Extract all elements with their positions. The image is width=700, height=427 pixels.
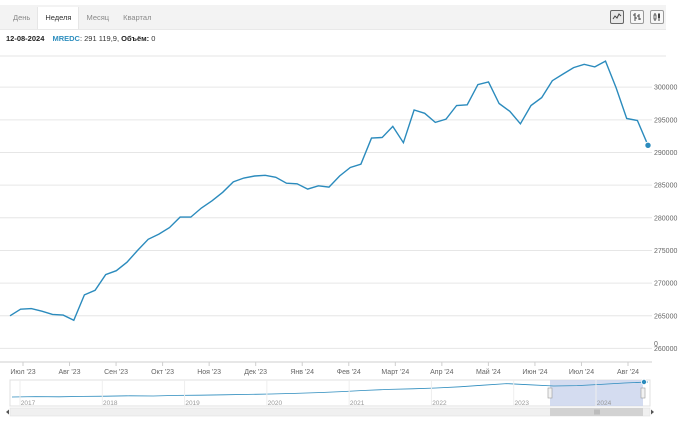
line-chart-icon[interactable]: [610, 10, 624, 24]
grid-lines: [0, 55, 666, 349]
candlestick-chart-icon[interactable]: [650, 10, 664, 24]
info-line: 12-08-2024 MREDC: 291 119,9, Объём: 0: [6, 34, 156, 43]
y-tick-label: 295000: [654, 117, 677, 124]
navigator-year-label: 2018: [103, 400, 118, 407]
y-tick-label: 300000: [654, 85, 677, 92]
navigator-year-label: 2024: [597, 400, 612, 407]
y-tick-label-zero: 0: [654, 341, 658, 348]
y-tick-label: 260000: [654, 346, 677, 353]
navigator-last-point: [641, 378, 648, 385]
scrollbar-track: [9, 407, 651, 417]
x-tick-label: Янв '24: [290, 369, 314, 376]
navigator-frame: [9, 379, 651, 407]
y-tick-label: 275000: [654, 248, 677, 255]
navigator-year-label: 2019: [185, 400, 200, 407]
navigator-year-label: 2021: [350, 400, 365, 407]
x-tick-label: Авг '23: [59, 369, 81, 376]
x-tick-label: Авг '24: [617, 369, 639, 376]
scroll-right-icon: [651, 409, 654, 415]
scroll-left-icon: [6, 409, 9, 415]
last-point-marker[interactable]: [644, 141, 652, 150]
volume-label: Объём:: [121, 34, 150, 43]
current-value: 291 119,9: [84, 34, 117, 43]
symbol-name: MREDC: [52, 34, 80, 43]
chart-type-toolbar: [610, 10, 664, 24]
x-tick-label: Фев '24: [337, 369, 361, 376]
y-tick-label: 290000: [654, 150, 677, 157]
navigator-series-line: [11, 381, 649, 398]
current-date: 12-08-2024: [6, 34, 45, 43]
navigator-year-label: 2017: [21, 400, 36, 407]
y-tick-label: 280000: [654, 215, 677, 222]
navigator-year-label: 2020: [268, 400, 283, 407]
navigator-year-label: 2022: [432, 400, 447, 407]
navigator-year-label: 2023: [514, 400, 529, 407]
y-tick-label: 270000: [654, 281, 677, 288]
y-tick-label: 265000: [654, 313, 677, 320]
tab-month[interactable]: Месяц: [86, 13, 110, 22]
tab-bar: [0, 5, 666, 30]
navigator: 2017 2018 2019 2020 2021 2022 2023 2024: [6, 378, 654, 417]
x-tick-label: Март '24: [381, 369, 409, 376]
tab-quarter[interactable]: Квартал: [123, 13, 152, 22]
navigator-left-handle: [547, 387, 553, 399]
x-tick-label: Апр '24: [430, 369, 454, 376]
y-tick-label: 285000: [654, 183, 677, 190]
tab-week[interactable]: Неделя: [37, 7, 80, 29]
x-axis: Июл '23 Авг '23 Сен '23 Окт '23 Ноя '23 Дек '…: [0, 361, 652, 376]
x-tick-label: Июл '23: [10, 369, 35, 376]
volume-value: 0: [151, 34, 156, 43]
x-tick-label: Июн '24: [522, 369, 547, 376]
x-tick-label: Май '24: [476, 368, 501, 376]
ohlc-chart-icon[interactable]: [630, 10, 644, 24]
series-line: [9, 60, 649, 322]
x-tick-label: Окт '23: [151, 369, 174, 376]
x-tick-label: Июл '24: [569, 369, 594, 376]
y-axis: 260000 265000 270000 275000 280000 285000 2900…: [654, 85, 677, 353]
tab-day[interactable]: День: [13, 13, 31, 22]
scrollbar-thumb: [550, 408, 643, 416]
x-tick-label: Сен '23: [104, 369, 128, 376]
period-tabs: День Неделя Месяц Квартал: [6, 7, 158, 29]
navigator-right-handle: [640, 387, 646, 399]
x-tick-label: Ноя '23: [197, 369, 221, 376]
x-tick-label: Дек '23: [244, 369, 267, 376]
